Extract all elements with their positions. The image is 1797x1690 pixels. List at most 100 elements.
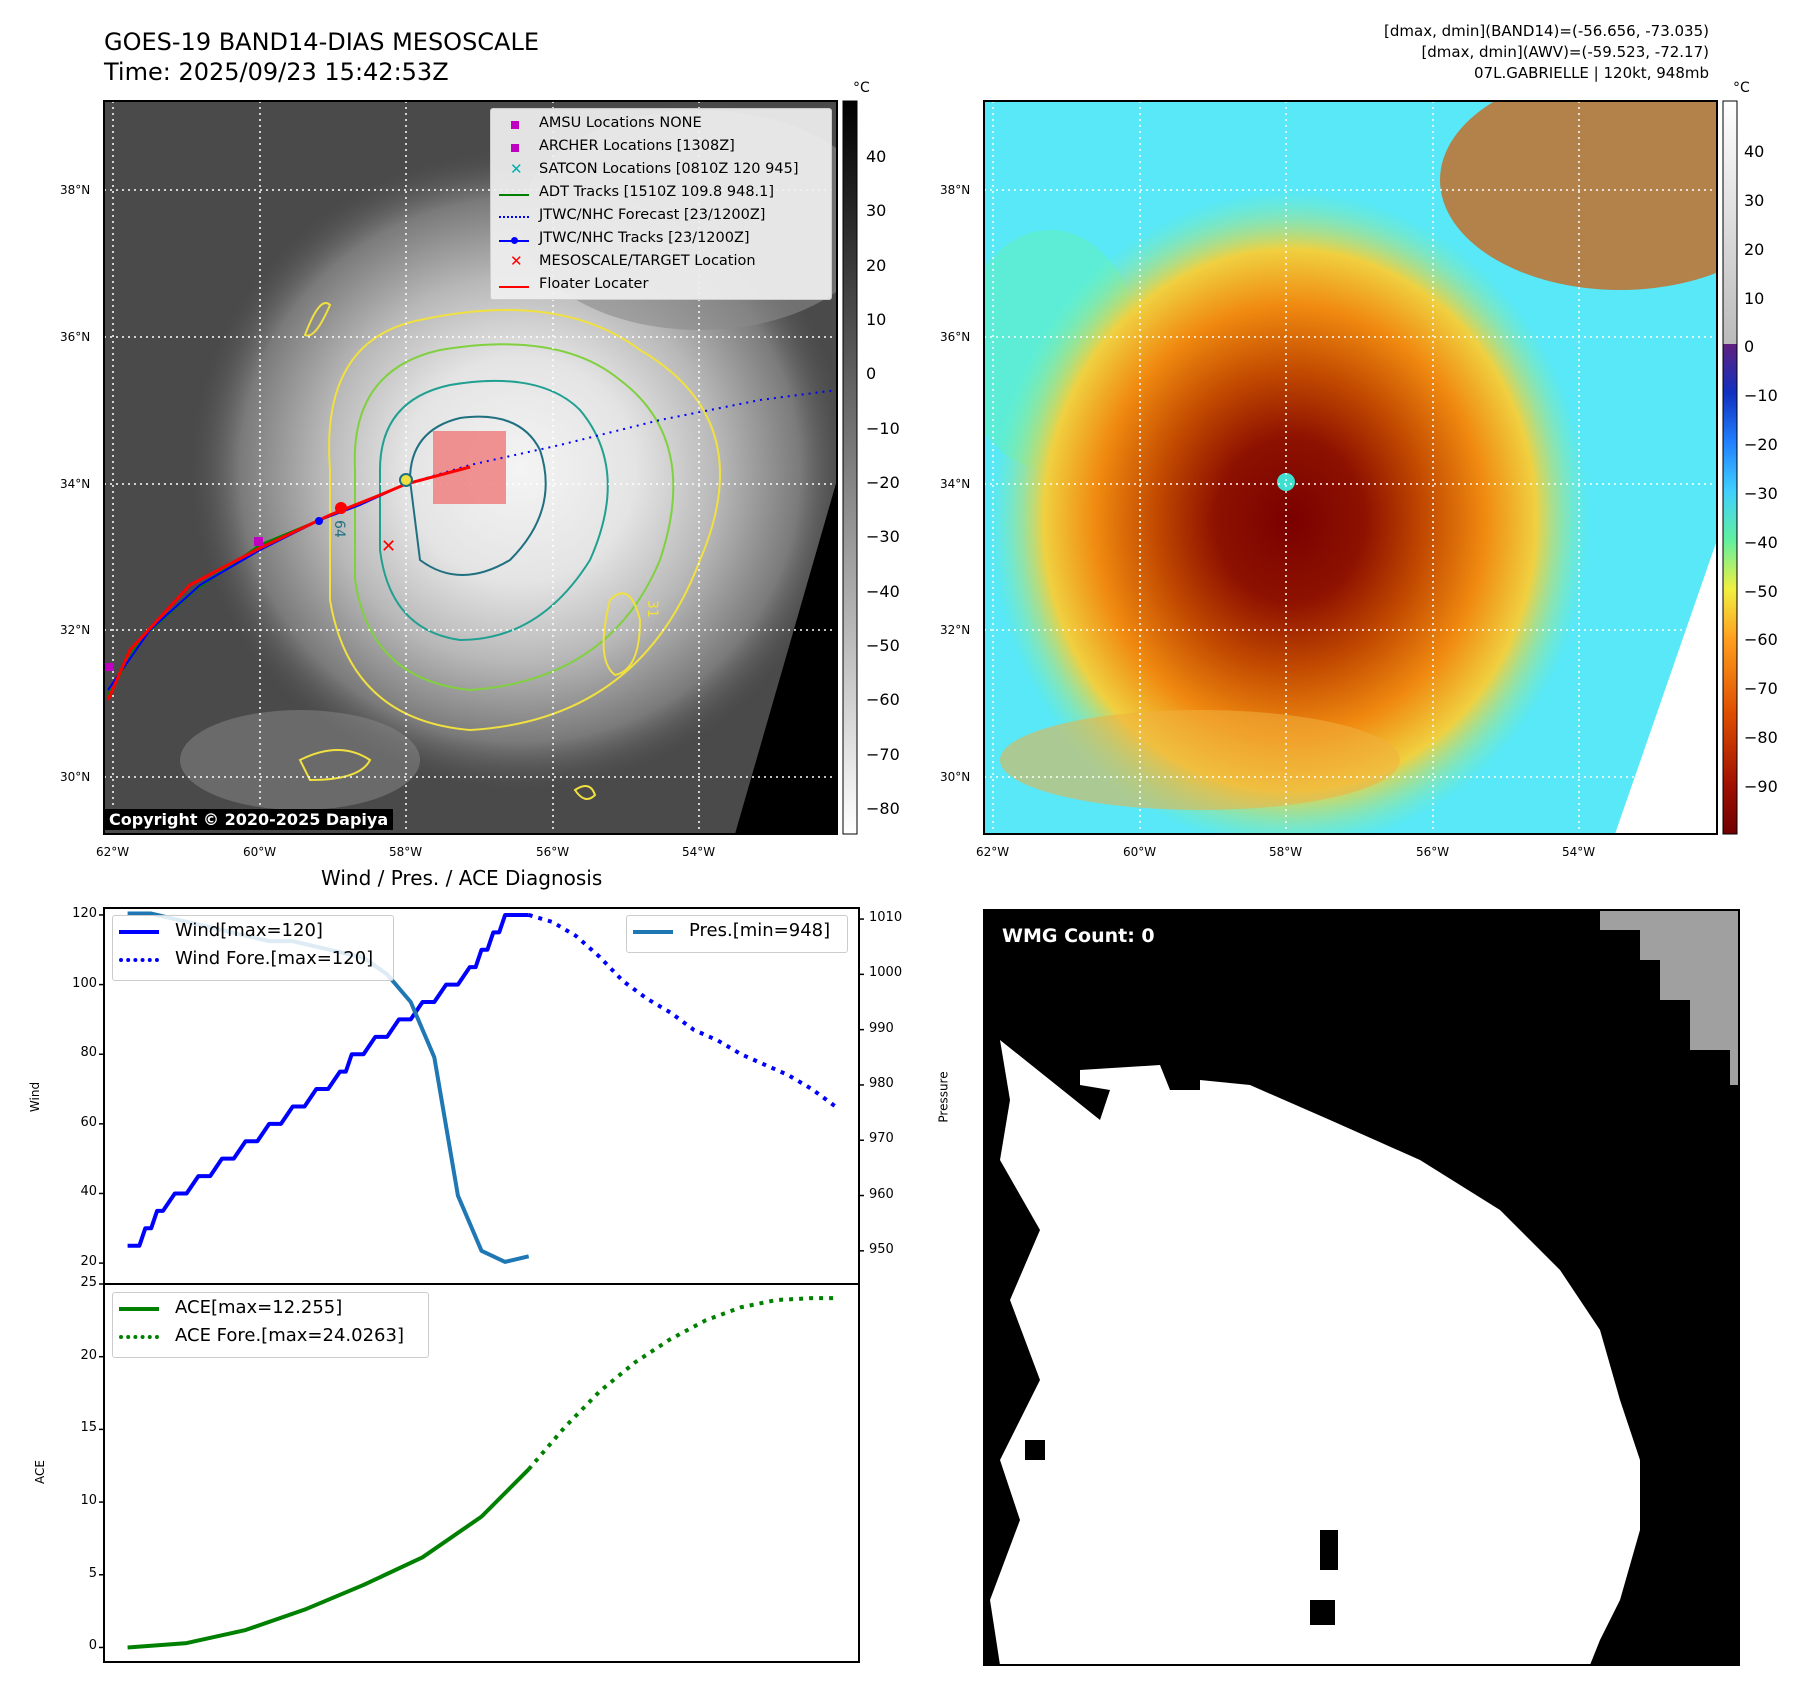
legend-marker bbox=[499, 188, 529, 200]
lon-label-62: 62°W bbox=[96, 845, 130, 859]
ace-ytick-label: 5 bbox=[88, 1565, 97, 1581]
map-frame bbox=[103, 100, 838, 835]
colorbar-gray-tick: −50 bbox=[866, 636, 900, 655]
lat-label-34: 34°N bbox=[60, 477, 91, 491]
ace-ytick-label: 15 bbox=[80, 1420, 97, 1436]
series-wind-fore- bbox=[528, 913, 837, 1109]
ace-ytick-label: 20 bbox=[80, 1347, 97, 1363]
wind-ytick-label: 100 bbox=[72, 975, 97, 991]
legend-item: ADT Tracks [1510Z 109.8 948.1] bbox=[491, 184, 831, 204]
jtwc-forecast bbox=[405, 389, 837, 485]
awv-lon-label-60: 60°W bbox=[1123, 845, 1157, 859]
pressure-ytick-label: 950 bbox=[869, 1241, 894, 1257]
wind-legend: Wind[max=120] Wind Fore.[max=120] bbox=[112, 915, 394, 981]
chart-legend-swatch bbox=[119, 930, 159, 934]
colorbar-awv-top bbox=[1723, 101, 1737, 344]
colorbar-awv bbox=[1723, 344, 1737, 834]
colorbar-gray-tick: −40 bbox=[866, 581, 900, 601]
ace-chart-frame bbox=[103, 1283, 860, 1663]
diagnosis-title: Wind / Pres. / ACE Diagnosis bbox=[321, 866, 603, 890]
awv-image bbox=[984, 101, 1717, 834]
awv-lat-label-32: 32°N bbox=[940, 623, 971, 637]
pressure-ytick-label: 960 bbox=[869, 1186, 894, 1202]
awv-lat-label-36: 36°N bbox=[940, 330, 971, 344]
legend-label: SATCON Locations [0810Z 120 945] bbox=[539, 161, 799, 177]
legend-label: JTWC/NHC Forecast [23/1200Z] bbox=[539, 207, 766, 223]
pressure-legend: Pres.[min=948] bbox=[626, 915, 848, 953]
colorbar-gray-tick: −30 bbox=[866, 527, 900, 547]
colorbar-awv-tick: −70 bbox=[1744, 679, 1778, 699]
wmg-count-label: WMG Count: 0 bbox=[1002, 925, 1155, 947]
legend-item: JTWC/NHC Forecast [23/1200Z] bbox=[491, 207, 831, 227]
info-line1: [dmax, dmin](BAND14)=(-56.656, -73.035) bbox=[1384, 22, 1709, 40]
lon-label-54: 54°W bbox=[682, 845, 716, 859]
chart-legend-label: ACE Fore.[max=24.0263] bbox=[175, 1325, 404, 1346]
colorbar-awv-tick: −80 bbox=[1744, 728, 1778, 748]
pressure-ytick-label: 970 bbox=[869, 1131, 894, 1147]
wind-ytick-label: 80 bbox=[80, 1045, 97, 1061]
awv-lat-label-30: 30°N bbox=[940, 770, 971, 784]
awv-lon-label-54: 54°W bbox=[1562, 845, 1596, 859]
plot-title-line2: Time: 2025/09/23 15:42:53Z bbox=[104, 58, 449, 86]
colorbar-gray-tick: 30 bbox=[866, 201, 887, 221]
wind-ytick-label: 40 bbox=[80, 1184, 97, 1200]
colorbar-awv-tick: 0 bbox=[1744, 337, 1755, 357]
chart-legend-swatch bbox=[119, 1307, 159, 1311]
colorbar-awv-tick: −10 bbox=[1744, 386, 1778, 406]
ace-ytick-label: 10 bbox=[80, 1493, 97, 1509]
legend-marker bbox=[499, 234, 529, 246]
chart-legend-label: Wind[max=120] bbox=[175, 920, 323, 941]
lon-label-56: 56°W bbox=[536, 845, 570, 859]
colorbar-gray-tick: 40 bbox=[866, 147, 887, 166]
wmg-image bbox=[984, 910, 1739, 1665]
legend-item: AMSU Locations NONE bbox=[491, 115, 831, 135]
colorbar-awv-tick: 10 bbox=[1744, 288, 1765, 308]
colorbar-gray-tick: −70 bbox=[866, 744, 900, 764]
colorbar-awv-tick: 30 bbox=[1744, 190, 1765, 210]
colorbar-awv-tick: −30 bbox=[1744, 483, 1778, 503]
awv-lat-label-38: 38°N bbox=[940, 183, 971, 197]
colorbar-gray bbox=[842, 100, 858, 835]
pressure-axis-label: Pressure bbox=[936, 1071, 951, 1123]
ace-ytick-label: 0 bbox=[88, 1638, 97, 1654]
legend-item: ✕ MESOSCALE/TARGET Location bbox=[491, 252, 831, 273]
colorbar-awv-tick: −90 bbox=[1744, 777, 1778, 796]
legend-label: ADT Tracks [1510Z 109.8 948.1] bbox=[539, 184, 775, 200]
awv-lon-label-58: 58°W bbox=[1269, 845, 1303, 859]
awv-lat-label-34: 34°N bbox=[940, 477, 971, 491]
colorbar-awv-tick: −40 bbox=[1744, 532, 1778, 552]
legend-label: ARCHER Locations [1308Z] bbox=[539, 138, 735, 154]
info-line2: [dmax, dmin](AWV)=(-59.523, -72.17) bbox=[1421, 43, 1709, 61]
map-legend: AMSU Locations NONE ARCHER Locations [130… bbox=[490, 108, 832, 300]
legend-label: JTWC/NHC Tracks [23/1200Z] bbox=[539, 230, 750, 246]
legend-marker bbox=[499, 280, 529, 292]
pressure-ytick-label: 1010 bbox=[869, 910, 903, 926]
chart-legend-swatch bbox=[119, 1335, 159, 1339]
legend-marker bbox=[499, 119, 529, 131]
colorbar-gray-tick: 0 bbox=[866, 364, 877, 384]
legend-label: Floater Locater bbox=[539, 276, 649, 292]
floater-locater bbox=[106, 465, 471, 701]
colorbar-gray-tick: −10 bbox=[866, 418, 900, 438]
lat-label-38: 38°N bbox=[60, 183, 91, 197]
colorbar-gray-tick: −60 bbox=[866, 690, 900, 710]
chart-legend-swatch bbox=[119, 958, 159, 962]
chart-legend-label: Pres.[min=948] bbox=[689, 920, 831, 941]
lon-label-58: 58°W bbox=[389, 845, 423, 859]
series-wind bbox=[127, 912, 529, 1248]
awv-lon-label-56: 56°W bbox=[1416, 845, 1450, 859]
wind-ytick-label: 20 bbox=[80, 1254, 97, 1270]
chart-legend-label: ACE[max=12.255] bbox=[175, 1297, 343, 1318]
wind-ytick-label: 120 bbox=[72, 905, 97, 921]
colorbar-awv-tick: 40 bbox=[1744, 142, 1765, 161]
colorbar-gray-tick: −20 bbox=[866, 473, 900, 492]
pressure-ytick-label: 1000 bbox=[869, 965, 903, 981]
colorbar-awv-tick: −50 bbox=[1744, 581, 1778, 601]
legend-item: JTWC/NHC Tracks [23/1200Z] bbox=[491, 230, 831, 250]
colorbar-gray-unit: °C bbox=[853, 80, 870, 96]
colorbar-awv-tick: 20 bbox=[1744, 239, 1765, 259]
copyright-label: Copyright © 2020-2025 Dapiya bbox=[104, 809, 394, 830]
colorbar-gray-tick: 10 bbox=[866, 310, 887, 329]
